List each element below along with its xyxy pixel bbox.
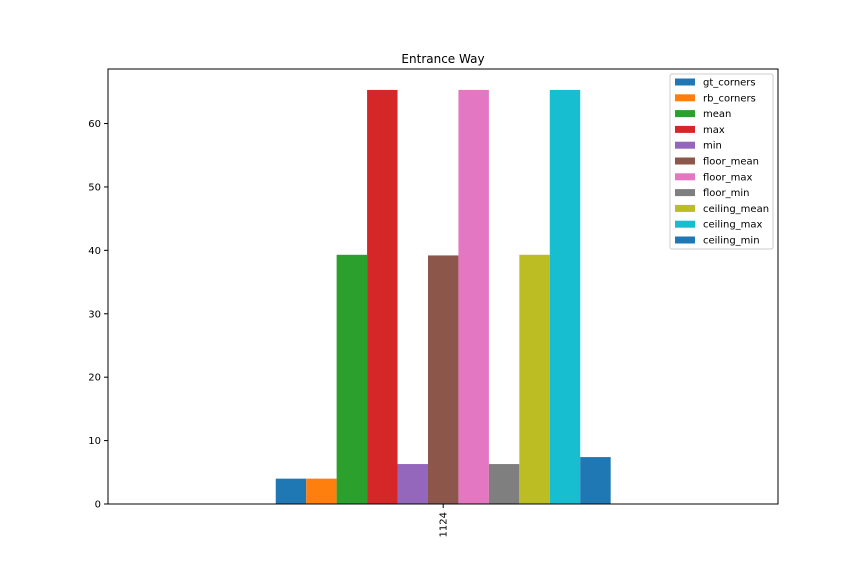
y-axis: 0 10 20 30 40 50 60 xyxy=(88,119,108,511)
legend-swatch xyxy=(675,236,695,244)
y-tick-label: 50 xyxy=(88,182,101,193)
legend-swatch xyxy=(675,204,695,212)
y-tick-label: 40 xyxy=(88,246,101,257)
legend-swatch xyxy=(675,94,695,102)
legend-label: floor_max xyxy=(703,172,753,183)
legend-label: ceiling_max xyxy=(703,220,763,231)
bar-gt-corners xyxy=(275,478,307,504)
bar-min xyxy=(397,464,428,504)
y-tick-label: 60 xyxy=(88,119,101,130)
legend-swatch xyxy=(675,157,695,165)
legend-label: mean xyxy=(703,109,731,120)
bar-mean xyxy=(336,254,368,504)
y-tick-label: 20 xyxy=(88,373,101,384)
bar-ceiling-mean xyxy=(519,254,550,504)
bar-floor-mean xyxy=(427,255,459,504)
bar-max xyxy=(367,89,398,505)
chart-title: Entrance Way xyxy=(401,52,484,66)
x-axis: 1124 xyxy=(439,504,450,537)
x-tick-label: 1124 xyxy=(439,512,450,537)
legend-swatch xyxy=(675,78,695,86)
legend-box xyxy=(669,73,774,250)
bar-floor-max xyxy=(458,89,489,505)
legend-swatch xyxy=(675,173,695,181)
legend-label: ceiling_min xyxy=(703,236,760,247)
bar-ceiling-max xyxy=(549,89,581,505)
y-tick-label: 10 xyxy=(88,436,101,447)
legend-label: min xyxy=(703,141,722,152)
legend-label: floor_mean xyxy=(703,157,759,168)
legend-label: ceiling_mean xyxy=(703,204,769,215)
legend-swatch xyxy=(675,189,695,197)
legend-swatch xyxy=(675,220,695,228)
legend-label: gt_corners xyxy=(703,78,756,89)
legend-label: floor_min xyxy=(703,188,750,199)
legend-swatch xyxy=(675,110,695,118)
bar-floor-min xyxy=(488,464,520,504)
legend-label: max xyxy=(703,125,725,136)
y-tick-label: 0 xyxy=(95,500,101,511)
y-tick-label: 30 xyxy=(88,309,101,320)
legend-swatch xyxy=(675,141,695,149)
bars xyxy=(275,89,611,505)
bar-rb-corners xyxy=(306,478,337,504)
legend-label: rb_corners xyxy=(703,93,756,104)
legend-swatch xyxy=(675,125,695,133)
bar-ceiling-min xyxy=(580,457,611,504)
